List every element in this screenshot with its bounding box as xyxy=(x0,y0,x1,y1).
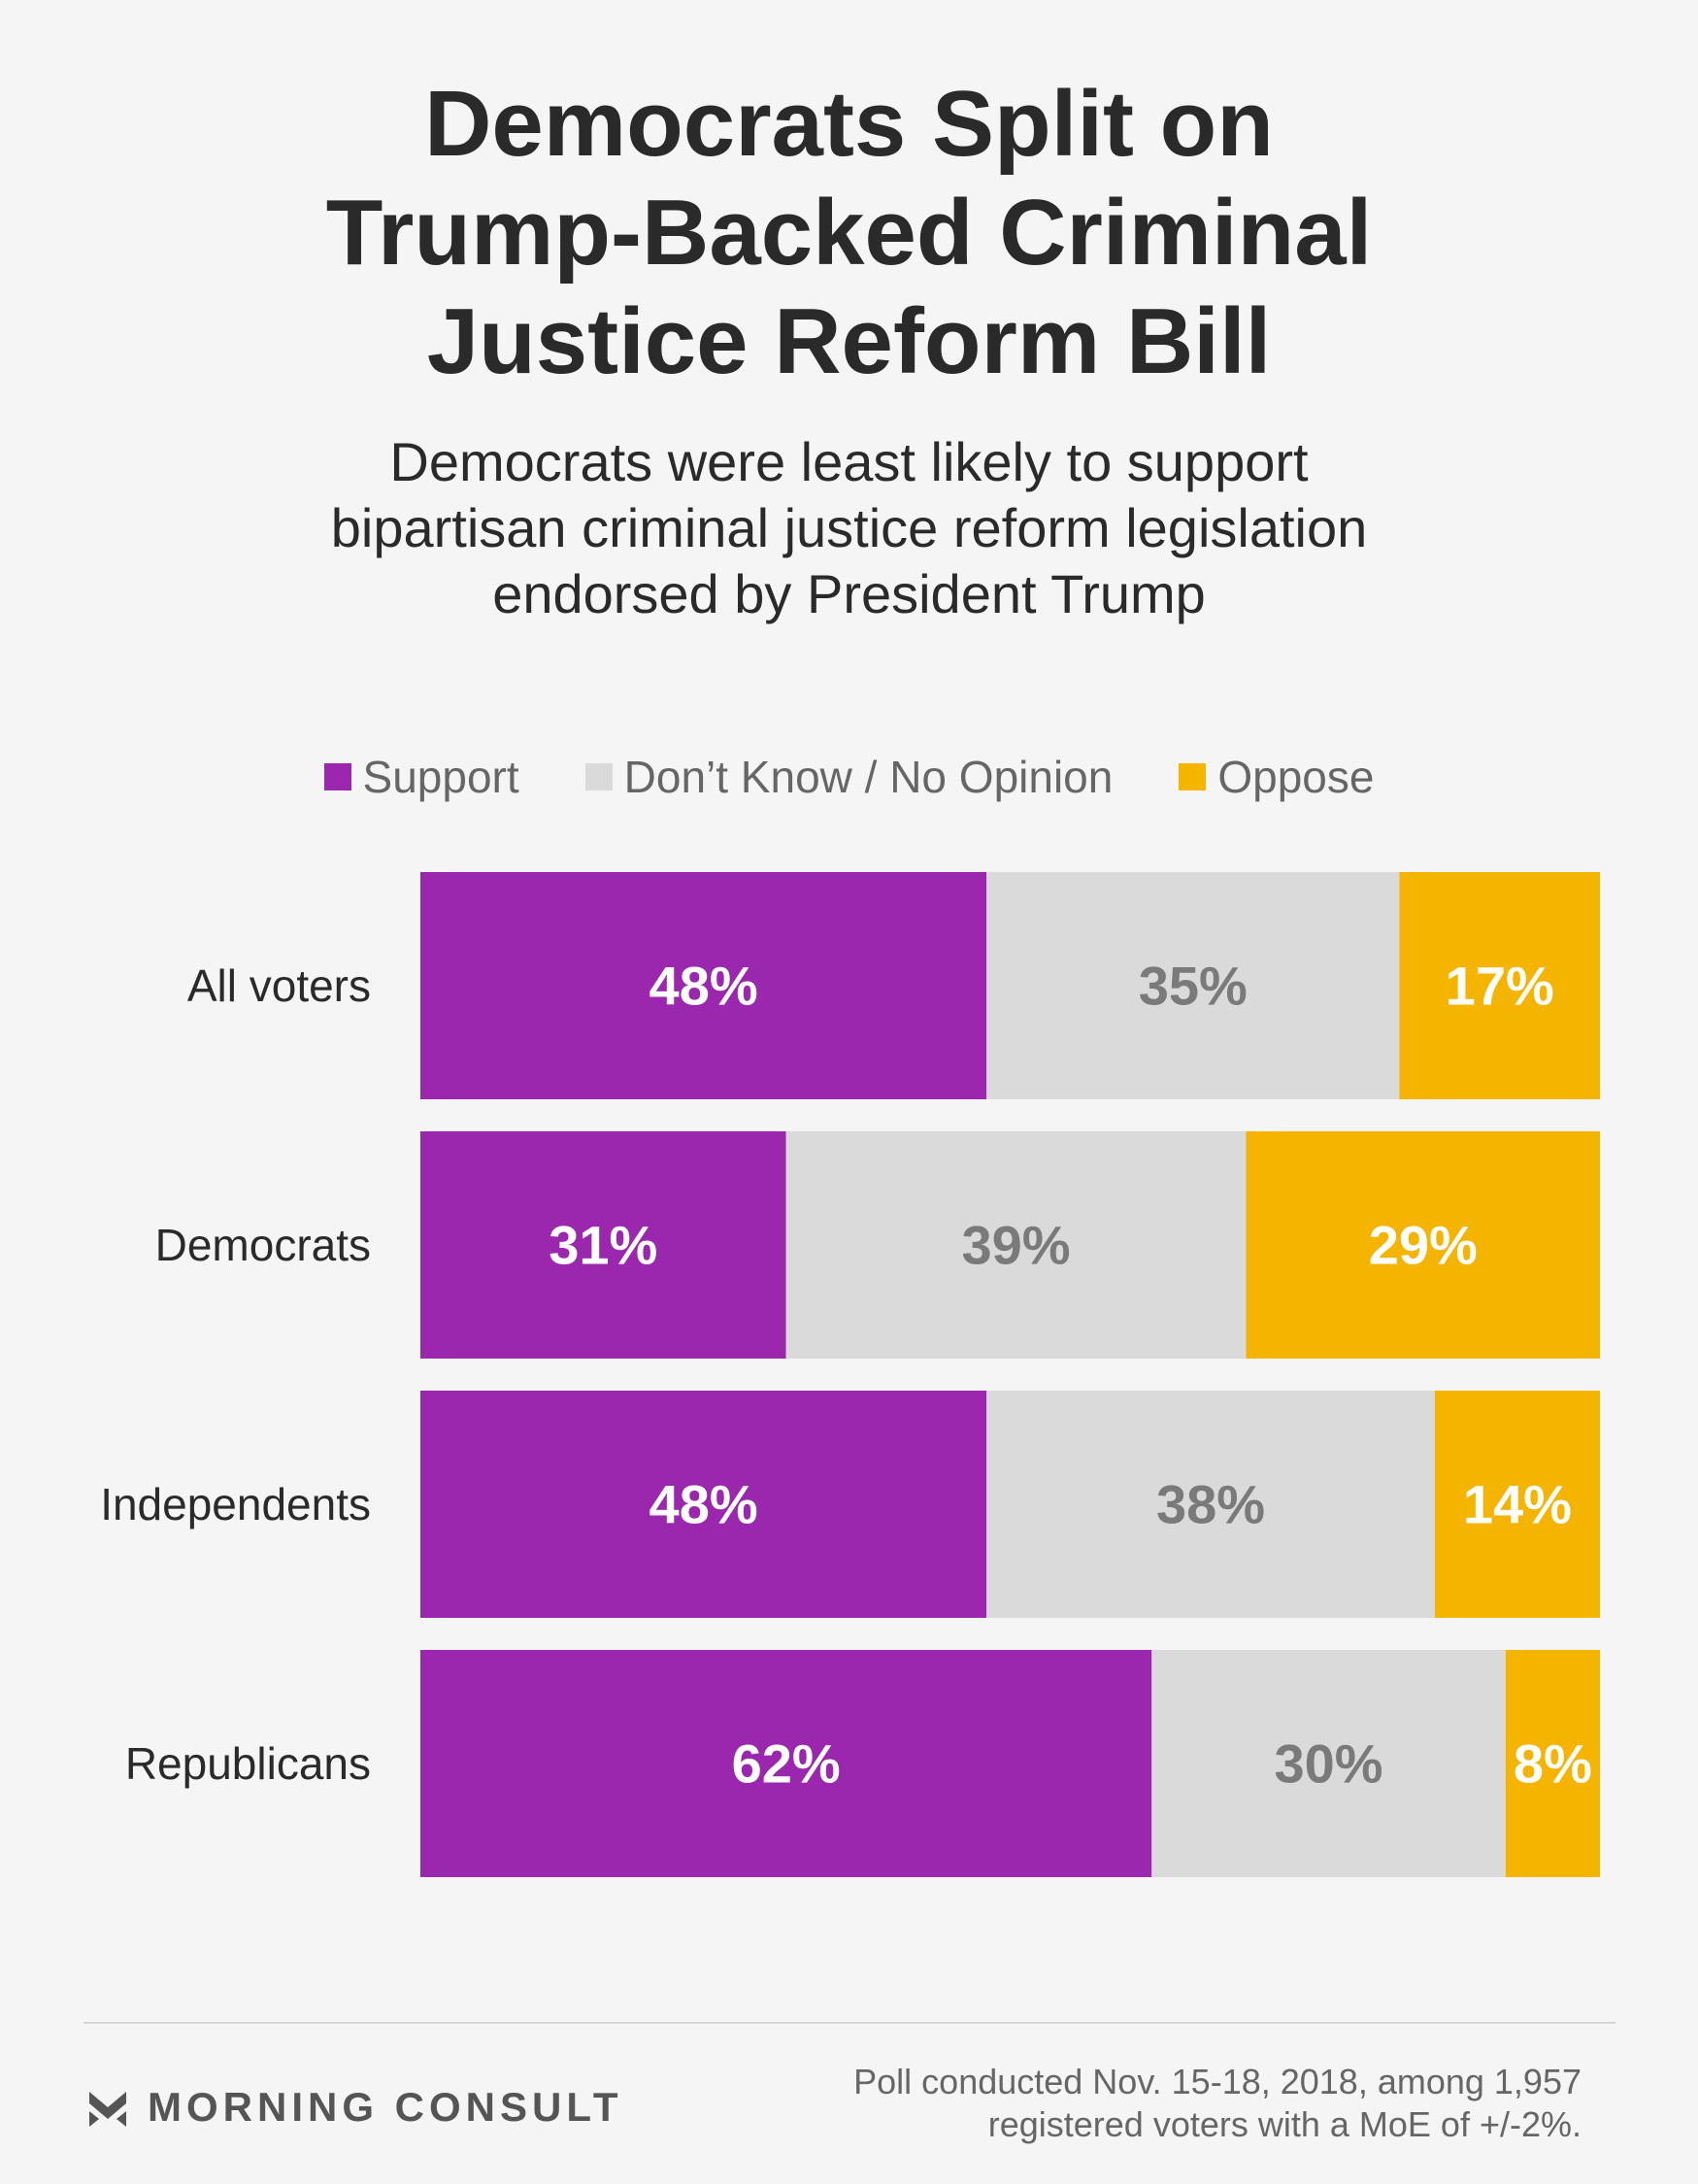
value-label: 17% xyxy=(1446,956,1554,1017)
value-label: 30% xyxy=(1275,1733,1383,1795)
chart-subtitle-line: Democrats were least likely to support xyxy=(389,431,1309,492)
chart-title-line: Trump-Backed Criminal xyxy=(325,181,1373,285)
chart-subtitle-line: bipartisan criminal justice reform legis… xyxy=(330,497,1368,558)
brand-logo: MORNING CONSULT xyxy=(87,2078,623,2136)
value-label: 35% xyxy=(1139,956,1248,1017)
value-label: 31% xyxy=(549,1215,657,1276)
value-label: 38% xyxy=(1156,1474,1265,1535)
bar-segment xyxy=(420,1131,786,1359)
bar-segment xyxy=(420,872,987,1099)
value-label: 29% xyxy=(1369,1215,1478,1276)
value-label: 48% xyxy=(649,956,758,1017)
value-label: 48% xyxy=(649,1474,758,1535)
bar-segment xyxy=(1434,1391,1600,1618)
value-label: 62% xyxy=(732,1733,841,1795)
category-label: Democrats xyxy=(155,1220,371,1270)
legend-item-support: Support xyxy=(323,751,519,803)
bar-segment xyxy=(1505,1650,1600,1877)
legend-swatch-dont-know xyxy=(584,763,613,790)
bar-segment xyxy=(986,1391,1435,1618)
chart-title-line: Democrats Split on xyxy=(424,72,1274,176)
poll-note-line: Poll conducted Nov. 15-18, 2018, among 1… xyxy=(853,2062,1581,2101)
legend-label-oppose: Oppose xyxy=(1217,752,1375,802)
legend-swatch-support xyxy=(323,763,351,790)
value-label: 8% xyxy=(1514,1733,1592,1795)
bar-segment xyxy=(1246,1131,1600,1359)
footer-divider xyxy=(83,2022,1615,2024)
chart-title-line: Justice Reform Bill xyxy=(426,289,1272,393)
bar-segment xyxy=(785,1131,1247,1359)
poll-note-line: registered voters with a MoE of +/-2%. xyxy=(987,2104,1581,2144)
category-label: All voters xyxy=(187,960,371,1011)
category-label: Republicans xyxy=(125,1738,371,1789)
legend-item-dont-know: Don’t Know / No Opinion xyxy=(584,751,1114,803)
bar-segment xyxy=(986,872,1400,1099)
value-label: 14% xyxy=(1463,1474,1572,1535)
legend-label-support: Support xyxy=(362,752,519,802)
bar-segment xyxy=(1151,1650,1506,1877)
legend-item-oppose: Oppose xyxy=(1179,751,1374,803)
morning-consult-logo-icon xyxy=(89,2092,126,2127)
brand-name: MORNING CONSULT xyxy=(148,2084,623,2130)
category-label: Independents xyxy=(100,1479,371,1529)
chart-subtitle: Democrats were least likely to support b… xyxy=(0,429,1698,627)
legend-swatch-oppose xyxy=(1179,763,1207,790)
bar-segment xyxy=(1399,872,1600,1099)
legend-label-dont-know: Don’t Know / No Opinion xyxy=(623,752,1114,802)
value-label: 39% xyxy=(962,1215,1071,1276)
stacked-bar-chart: All voters 48% 35% 17% Democrats 31% 39% 29% Ind… xyxy=(100,872,1600,1877)
chart-legend: Support Don’t Know / No Opinion Oppose xyxy=(0,748,1698,806)
chart-title: Democrats Split on Trump-Backed Criminal… xyxy=(0,70,1698,396)
poll-note: Poll conducted Nov. 15-18, 2018, among 1… xyxy=(853,2061,1581,2146)
bar-segment xyxy=(420,1391,987,1618)
bar-segment xyxy=(420,1650,1152,1877)
chart-subtitle-line: endorsed by President Trump xyxy=(492,563,1206,624)
